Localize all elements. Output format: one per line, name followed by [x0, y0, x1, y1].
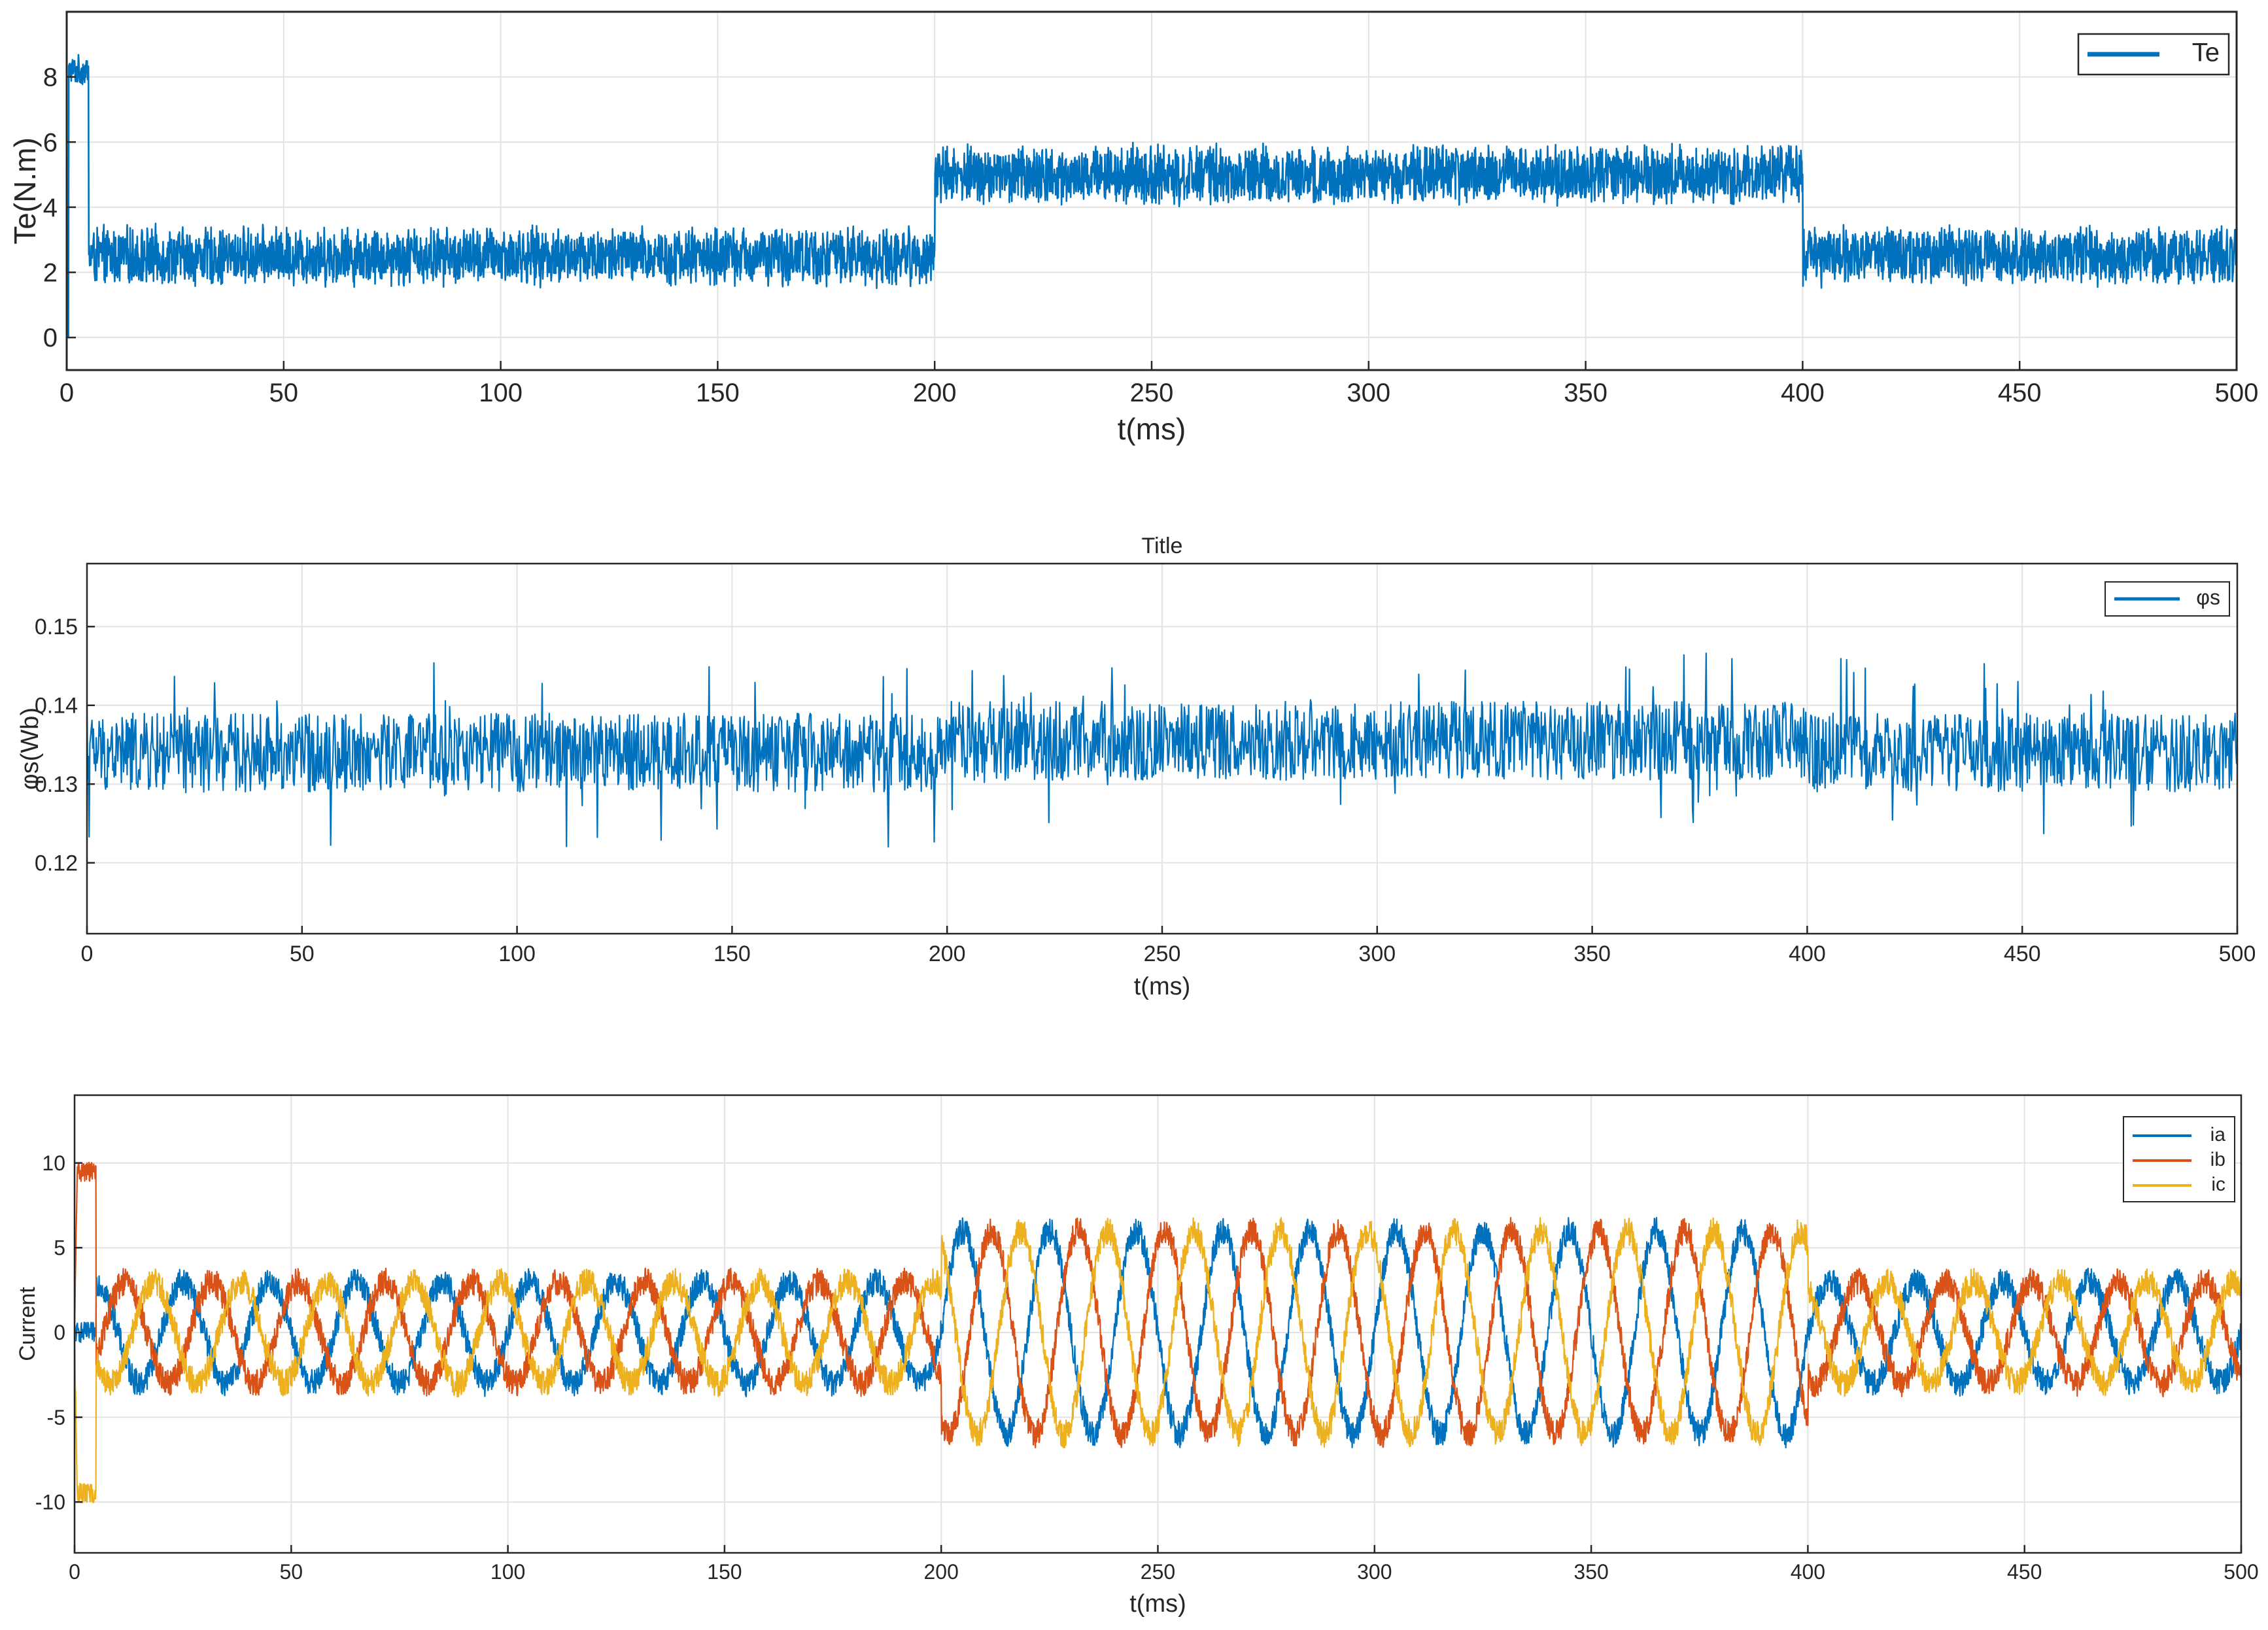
x-tick-label: 0 — [60, 379, 74, 407]
legend-label: φs — [2196, 585, 2220, 609]
legend-entry-ib[interactable]: ib — [2133, 1149, 2225, 1170]
x-tick-label: 500 — [2215, 379, 2259, 407]
x-tick-label: 50 — [280, 1560, 303, 1584]
y-tick-label: 0 — [54, 1321, 65, 1344]
y-tick-label: 8 — [43, 63, 58, 92]
subplot-current: 0 50 100 150 200 250 300 350 400 450 500 -10 -5 0 5 10… — [15, 1094, 2259, 1618]
y-ticks: 0 2 4 6 8 — [43, 63, 76, 352]
series-line-ic — [75, 1217, 2241, 1504]
x-tick-label: 0 — [81, 942, 94, 966]
y-axis-label: Current — [15, 1287, 40, 1361]
y-ticks: 0.12 0.13 0.14 0.15 — [35, 615, 95, 876]
x-tick-label: 150 — [696, 379, 740, 407]
x-tick-label: 50 — [290, 942, 315, 966]
x-tick-label: 350 — [1564, 379, 1607, 407]
legend-entry-te[interactable]: Te — [2088, 39, 2220, 67]
y-tick-label: 5 — [54, 1236, 65, 1260]
y-tick-label: -10 — [35, 1490, 65, 1514]
x-axis-label: t(ms) — [1134, 973, 1191, 1000]
legend-label: ia — [2210, 1124, 2226, 1146]
series-lines — [67, 54, 2237, 339]
x-tick-label: 300 — [1358, 942, 1396, 966]
x-tick-label: 100 — [479, 379, 523, 407]
x-tick-label: 200 — [913, 379, 957, 407]
x-ticks: 0 50 100 150 200 250 300 350 400 450 500 — [81, 926, 2256, 966]
y-tick-label: 0 — [43, 324, 58, 352]
x-tick-label: 300 — [1347, 379, 1390, 407]
x-tick-label: 200 — [924, 1560, 959, 1584]
x-tick-label: 400 — [1781, 379, 1825, 407]
y-tick-label: 4 — [43, 194, 58, 222]
series-lines — [75, 1161, 2241, 1504]
x-tick-label: 450 — [2004, 942, 2041, 966]
x-tick-label: 50 — [269, 379, 299, 407]
series-line-ia — [75, 1217, 2241, 1449]
x-axis-label: t(ms) — [1129, 1590, 1186, 1618]
x-tick-label: 500 — [2224, 1560, 2258, 1584]
x-tick-label: 500 — [2219, 942, 2256, 966]
x-tick-label: 150 — [707, 1560, 742, 1584]
y-tick-label: 0.15 — [35, 615, 78, 639]
y-tick-label: -5 — [47, 1406, 65, 1429]
legend-entry-phi-s[interactable]: φs — [2114, 585, 2220, 609]
y-tick-label: 0.14 — [35, 694, 78, 719]
subplot-torque: 0 50 100 150 200 250 300 350 400 450 500 0 2 4 6 8 t(m… — [8, 10, 2259, 446]
x-ticks: 0 50 100 150 200 250 300 350 400 450 500 — [60, 361, 2259, 407]
x-tick-label: 150 — [713, 942, 751, 966]
x-tick-label: 100 — [490, 1560, 525, 1584]
y-tick-label: 6 — [43, 128, 58, 157]
x-tick-label: 0 — [69, 1560, 80, 1584]
series-line-φs — [87, 652, 2237, 848]
x-tick-label: 200 — [929, 942, 966, 966]
legend-label: Te — [2192, 39, 2220, 67]
x-tick-label: 350 — [1573, 1560, 1608, 1584]
legend-entry-ia[interactable]: ia — [2133, 1124, 2225, 1146]
legend[interactable]: ia ib ic — [2123, 1116, 2235, 1202]
series-lines — [87, 652, 2237, 848]
legend-label: ic — [2211, 1174, 2225, 1195]
x-tick-label: 250 — [1141, 1560, 1175, 1584]
subplot-flux: 0 50 100 150 200 250 300 350 400 450 500 0.120.130… — [16, 534, 2256, 1000]
y-tick-label: 2 — [43, 259, 58, 288]
y-axis-label: Te(N.m) — [8, 137, 42, 245]
y-tick-label: 0.13 — [35, 772, 78, 797]
x-ticks: 0 50 100 150 200 250 300 350 400 450 500 — [69, 1545, 2259, 1584]
series-line-ib — [75, 1161, 2241, 1449]
x-tick-label: 250 — [1130, 379, 1174, 407]
x-tick-label: 450 — [1998, 379, 2042, 407]
y-axis-label: φs(Wb) — [16, 707, 44, 790]
x-tick-label: 450 — [2007, 1560, 2042, 1584]
y-ticks: -10 -5 0 5 10 — [35, 1151, 82, 1514]
x-tick-label: 100 — [498, 942, 536, 966]
legend[interactable]: φs — [2105, 581, 2230, 617]
x-tick-label: 250 — [1144, 942, 1181, 966]
x-tick-label: 400 — [1791, 1560, 1825, 1584]
x-tick-label: 350 — [1573, 942, 1611, 966]
x-tick-label: 400 — [1789, 942, 1826, 966]
legend-entry-ic[interactable]: ic — [2133, 1174, 2225, 1195]
legend[interactable]: Te — [2077, 33, 2230, 76]
series-line-Te — [67, 54, 2237, 339]
legend-label: ib — [2210, 1149, 2225, 1170]
x-tick-label: 300 — [1357, 1560, 1392, 1584]
chart-title: Title — [1142, 534, 1183, 558]
y-tick-label: 10 — [42, 1151, 65, 1175]
y-tick-label: 0.12 — [35, 851, 78, 876]
x-axis-label: t(ms) — [1118, 412, 1186, 446]
